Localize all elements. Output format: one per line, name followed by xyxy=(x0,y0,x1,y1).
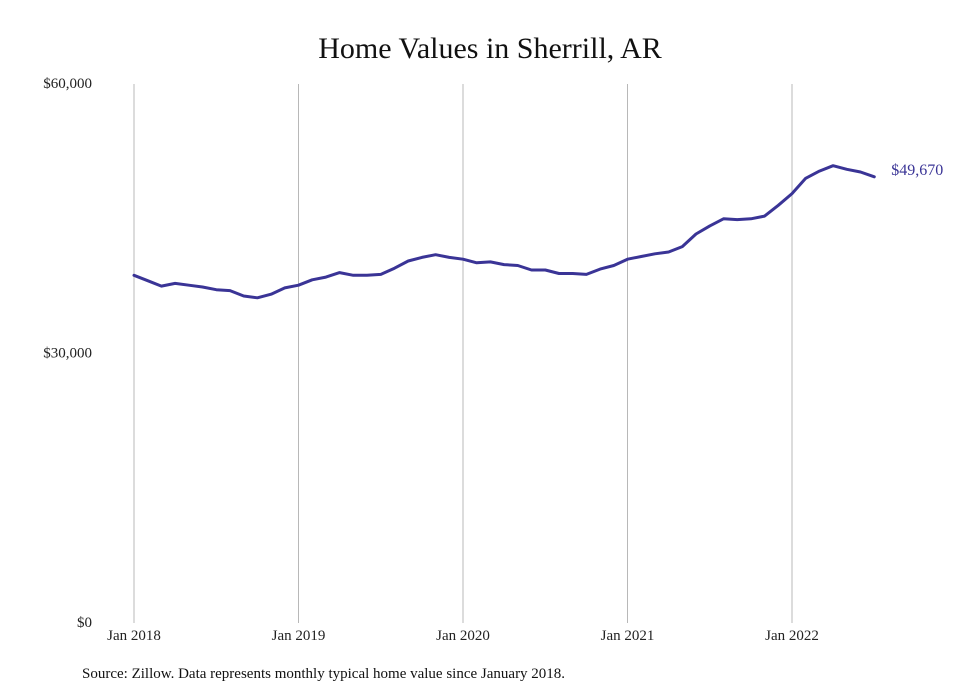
x-axis: Jan 2018 Jan 2019 Jan 2020 Jan 2021 Jan 2022 xyxy=(107,628,819,644)
y-axis: $0 $30,000 $60,000 xyxy=(43,76,92,631)
series-line xyxy=(132,164,876,300)
end-value-label: $49,670 xyxy=(891,162,943,179)
x-tick-label: Jan 2021 xyxy=(601,628,655,644)
y-tick-label: $30,000 xyxy=(43,346,92,362)
source-note: Source: Zillow. Data represents monthly … xyxy=(82,666,566,682)
x-tick-label: Jan 2022 xyxy=(765,628,819,644)
x-tick-label: Jan 2019 xyxy=(272,628,326,644)
chart-title: Home Values in Sherrill, AR xyxy=(318,32,662,65)
gridlines xyxy=(133,84,793,623)
x-tick-label: Jan 2018 xyxy=(107,628,161,644)
y-tick-label: $0 xyxy=(77,615,92,631)
y-tick-label: $60,000 xyxy=(43,76,92,92)
x-tick-label: Jan 2020 xyxy=(436,628,490,644)
